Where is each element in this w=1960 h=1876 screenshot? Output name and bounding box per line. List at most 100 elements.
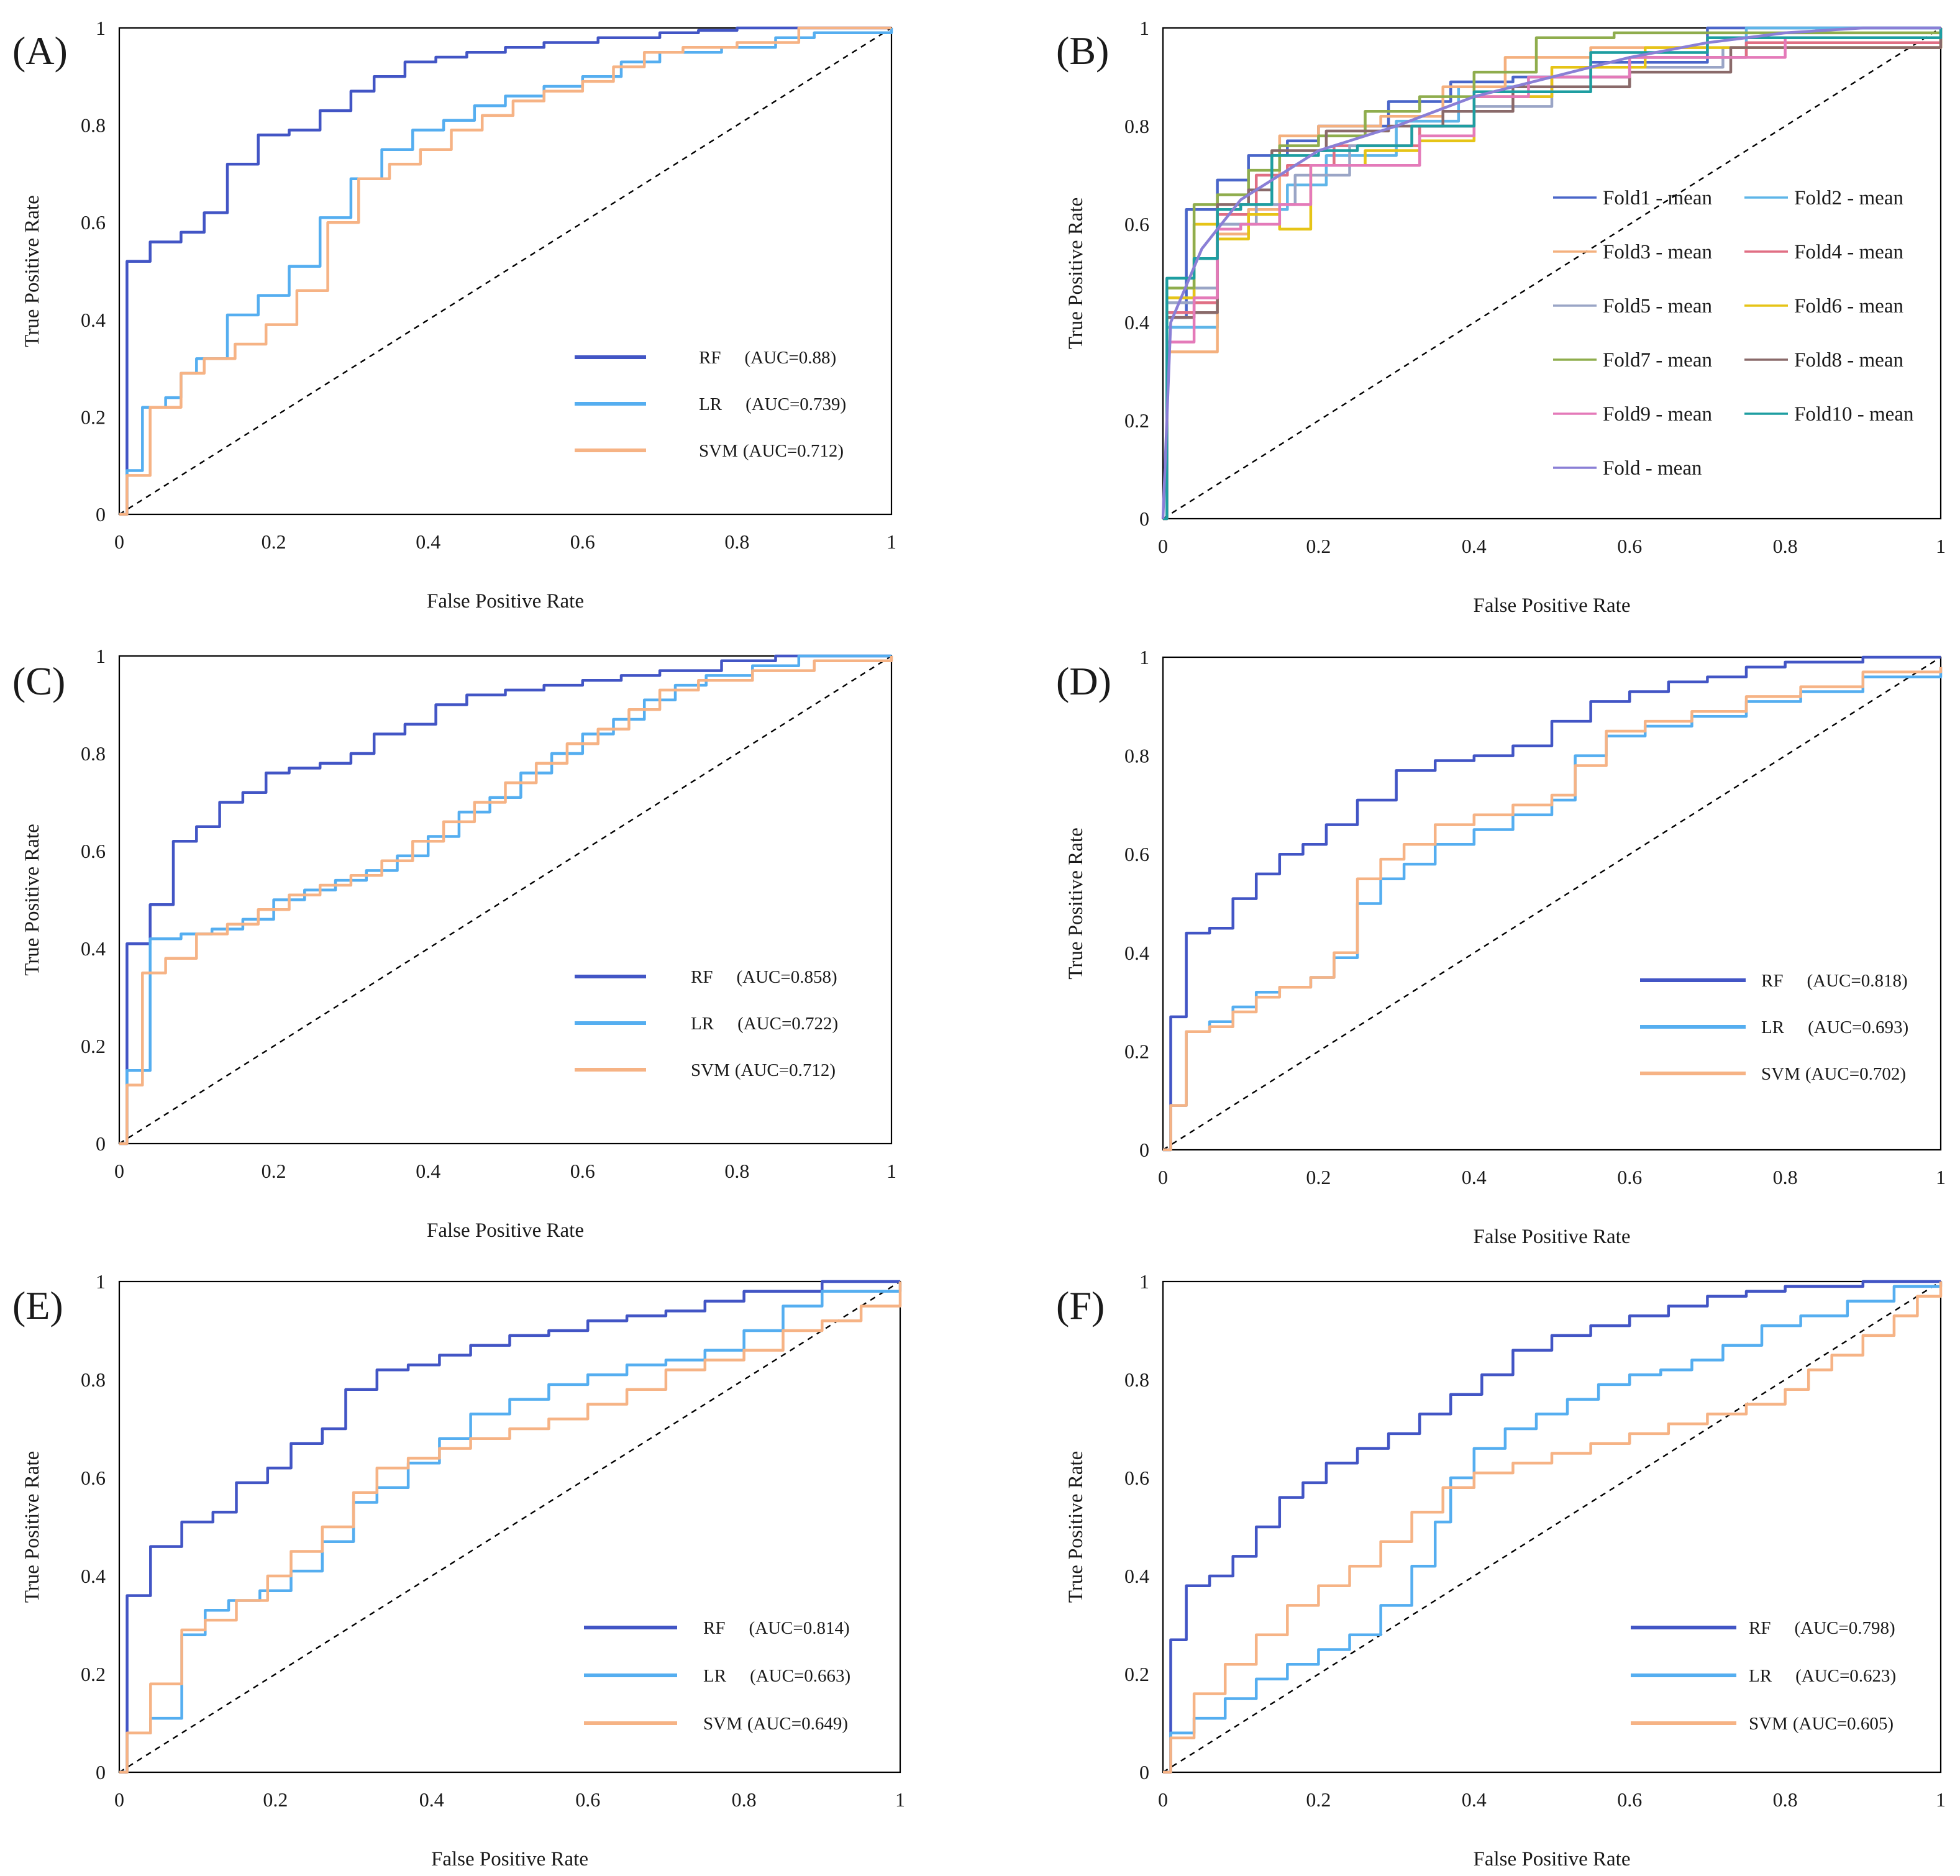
y-tick-label: 0.4 <box>81 1565 106 1587</box>
plot-frame <box>118 27 893 516</box>
y-tick-label: 0.2 <box>1124 409 1149 432</box>
x-tick-label: 0.8 <box>732 1788 757 1811</box>
y-tick-label: 0.8 <box>1124 1368 1149 1391</box>
x-tick-label: 0.2 <box>1306 1788 1331 1811</box>
legend-label-lr: LR (AUC=0.739) <box>699 394 846 414</box>
chance-diagonal <box>1162 1280 1941 1774</box>
legend-series-name: SVM <box>703 1714 742 1734</box>
y-tick-label: 0.6 <box>81 211 106 234</box>
legend-auc: (AUC=0.623) <box>1795 1666 1896 1686</box>
legend-label: Fold6 - mean <box>1794 295 1903 317</box>
legend-label-svm: SVM (AUC=0.649) <box>703 1714 848 1734</box>
legend-label: Fold7 - mean <box>1603 349 1712 371</box>
series-line-f3 <box>1163 28 1943 521</box>
series-line-svm <box>1163 667 1943 1152</box>
x-tick-label: 0.6 <box>1617 1166 1642 1188</box>
legend-label: Fold1 - mean <box>1603 187 1712 209</box>
x-tick-label: 0.4 <box>419 1788 444 1811</box>
x-tick-label: 0.2 <box>262 530 286 553</box>
y-tick-label: 0.4 <box>1124 942 1149 964</box>
series-line-fm <box>1161 26 1941 519</box>
x-tick-label: 0.2 <box>1306 1166 1331 1188</box>
y-tick-label: 0 <box>96 1761 106 1783</box>
x-tick-label: 1 <box>887 1160 896 1182</box>
x-tick-label: 0.8 <box>1773 1788 1798 1811</box>
legend-label-svm: SVM (AUC=0.702) <box>1761 1064 1906 1084</box>
y-tick-label: 0.2 <box>81 1663 106 1685</box>
legend-series-name: RF <box>691 967 713 987</box>
y-tick-label: 1 <box>96 17 106 39</box>
legend-label: Fold10 - mean <box>1794 403 1913 426</box>
x-axis-title: False Positive Rate <box>1474 1848 1631 1870</box>
series-line-svm <box>119 656 893 1145</box>
x-tick-label: 0.6 <box>1617 535 1642 557</box>
plot-frame <box>118 655 893 1145</box>
x-tick-label: 0.8 <box>1773 535 1798 557</box>
legend-series-name: LR <box>703 1666 727 1686</box>
legend-auc: (AUC=0.649) <box>747 1714 848 1734</box>
panel-label: (A) <box>12 29 68 73</box>
plot-frame <box>1162 27 1942 520</box>
y-tick-label: 0.2 <box>1124 1040 1149 1062</box>
y-tick-label: 0 <box>1139 1761 1149 1783</box>
legend-series-name: SVM <box>1749 1714 1788 1734</box>
legend-auc: (AUC=0.693) <box>1808 1018 1908 1037</box>
x-tick-label: 0.2 <box>262 1160 286 1182</box>
legend-series-name: RF <box>1749 1618 1771 1638</box>
legend-auc: (AUC=0.739) <box>745 394 846 414</box>
legend-label: Fold4 - mean <box>1794 241 1903 263</box>
series-line-f7 <box>1163 28 1943 521</box>
y-axis-title: True Positive Rate <box>1065 1451 1087 1603</box>
legend-auc: (AUC=0.712) <box>743 441 844 461</box>
series-line-rf <box>119 654 891 1145</box>
y-tick-label: 0 <box>96 1132 106 1155</box>
series-line-rf <box>119 26 891 516</box>
legend-label-svm: SVM (AUC=0.712) <box>699 441 844 461</box>
plot-frame <box>118 1280 901 1774</box>
y-axis-title: True Positive Rate <box>1065 827 1087 979</box>
legend-auc: (AUC=0.722) <box>737 1014 838 1034</box>
legend-auc: (AUC=0.858) <box>736 967 837 987</box>
x-tick-label: 1 <box>1936 535 1946 557</box>
legend-series-name: SVM <box>699 441 738 461</box>
x-axis-title: False Positive Rate <box>1474 594 1631 617</box>
series-line-rf <box>1163 655 1941 1152</box>
y-tick-label: 0.6 <box>81 840 106 862</box>
panel-c: (C) 0 0.2 0.4 0.6 0.8 1 0 0.2 0.4 0.6 0.8 1 False Pos… <box>12 645 896 1242</box>
x-tick-label: 1 <box>887 530 896 553</box>
panel-f: (F) 0 0.2 0.4 0.6 0.8 1 0 0.2 0.4 0.6 0.8 1 False Pos… <box>1056 1270 1946 1870</box>
y-tick-label: 0.8 <box>81 1368 106 1391</box>
legend-label: Fold8 - mean <box>1794 349 1903 371</box>
legend-label-rf: RF (AUC=0.814) <box>703 1618 850 1638</box>
legend-label: Fold2 - mean <box>1794 187 1903 209</box>
panel-label: (F) <box>1056 1283 1105 1327</box>
y-tick-label: 0.6 <box>1124 1467 1149 1489</box>
y-tick-label: 0.4 <box>81 309 106 331</box>
x-tick-label: 0 <box>114 1160 124 1182</box>
legend-series-name: SVM <box>691 1060 730 1080</box>
y-axis-title: True Positive Rate <box>21 1451 43 1603</box>
x-axis-title: False Positive Rate <box>427 590 584 612</box>
legend-label-lr: LR (AUC=0.722) <box>691 1014 838 1034</box>
legend-label: Fold5 - mean <box>1603 295 1712 317</box>
legend-label: Fold3 - mean <box>1603 241 1712 263</box>
series-line-rf <box>1163 1280 1941 1774</box>
x-tick-label: 0.8 <box>724 1160 749 1182</box>
panel-d: (D) 0 0.2 0.4 0.6 0.8 1 0 0.2 0.4 0.6 0.8 1 False Pos… <box>1056 646 1946 1248</box>
panel-label: (C) <box>12 659 65 703</box>
x-tick-label: 0.8 <box>1773 1166 1798 1188</box>
legend-auc: (AUC=0.814) <box>749 1618 849 1638</box>
legend-label-lr: LR (AUC=0.663) <box>703 1666 850 1686</box>
x-tick-label: 0.8 <box>724 530 749 553</box>
x-tick-label: 0 <box>1158 1788 1168 1811</box>
x-tick-label: 0 <box>1158 1166 1168 1188</box>
x-tick-label: 0.4 <box>416 1160 440 1182</box>
y-tick-label: 0.2 <box>1124 1663 1149 1685</box>
legend-series-name: LR <box>691 1014 714 1034</box>
y-tick-label: 0.8 <box>1124 745 1149 767</box>
plot-frame <box>1162 1280 1942 1774</box>
y-tick-label: 0.8 <box>81 114 106 137</box>
x-tick-label: 0.4 <box>1462 1166 1487 1188</box>
series-line-svm <box>119 1282 902 1774</box>
